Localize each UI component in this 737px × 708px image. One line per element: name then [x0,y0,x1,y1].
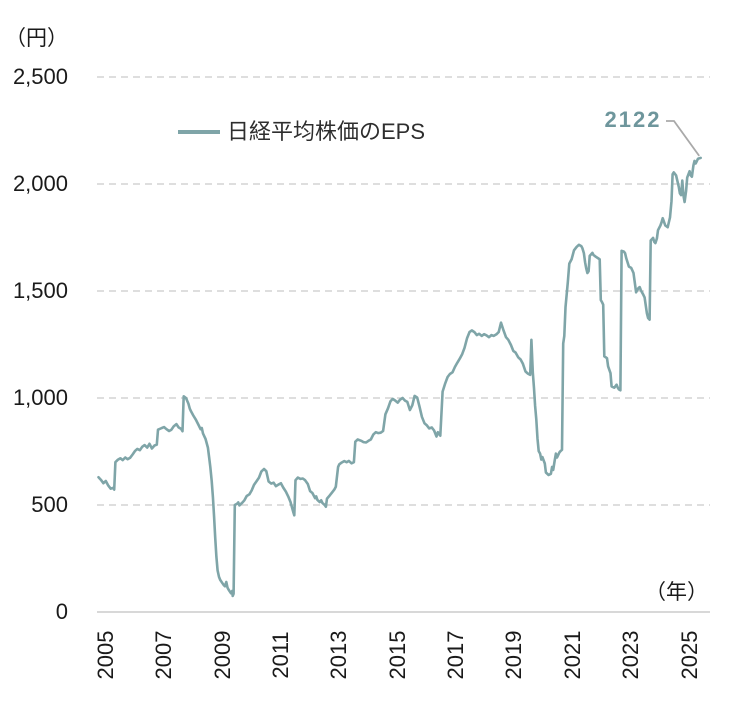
x-tick-label: 2013 [326,630,352,680]
annotation-leader-line [666,120,700,157]
x-tick-label: 2019 [501,630,527,680]
y-tick-label: 0 [55,599,68,624]
x-tick-label: 2017 [443,630,469,680]
legend-line-swatch [178,130,220,134]
eps-line-series [97,156,703,598]
x-tick-label: 2021 [559,630,585,680]
y-tick-label: 2,500 [12,64,68,89]
y-tick-label: 2,000 [12,171,68,196]
legend-label: 日経平均株価のEPS [227,119,426,144]
x-tick-label: 2023 [618,630,644,680]
x-tick-label: 2007 [151,630,177,680]
y-tick-label: 1,000 [12,385,68,410]
x-tick-label: 2015 [384,630,410,680]
x-tick-label: 2025 [676,630,702,680]
y-tick-label: 500 [31,492,68,517]
x-tick-label: 2011 [267,631,293,679]
latest-value-label: 2122 [604,107,662,132]
y-axis-unit-label: （円） [5,27,68,50]
x-tick-label: 2009 [209,630,235,680]
x-tick-label: 2005 [92,630,118,680]
legend: 日経平均株価のEPS [178,119,425,145]
y-tick-label: 1,500 [12,278,68,303]
x-axis-unit-label: （年） [645,581,708,604]
